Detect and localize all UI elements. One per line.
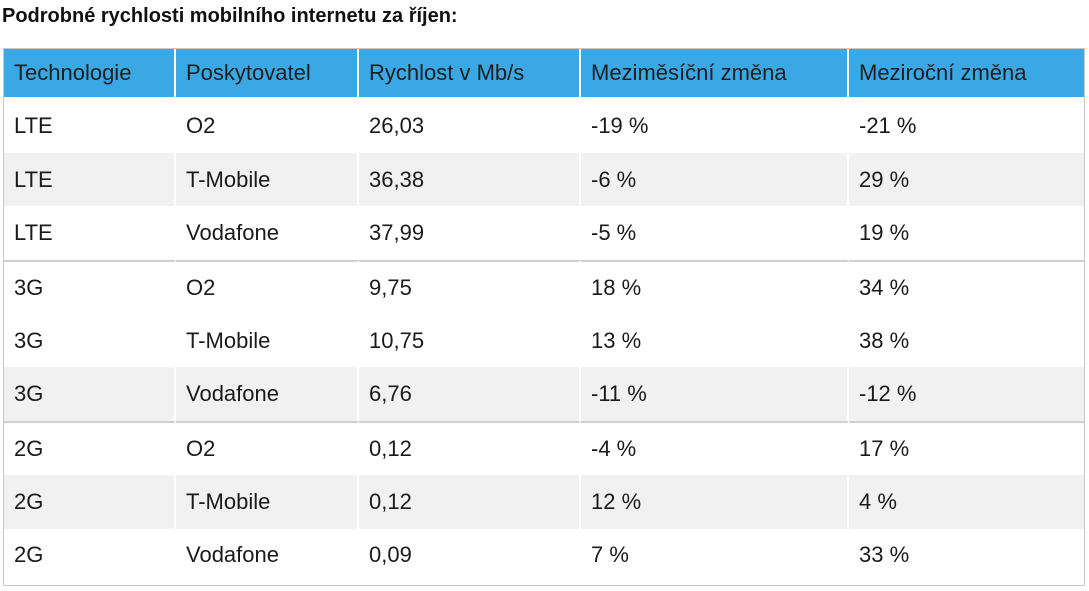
- cell-speed: 36,38: [359, 152, 581, 207]
- cell-year-change: 38 %: [849, 313, 1084, 368]
- table-row: LTE Vodafone 37,99 -5 % 19 %: [4, 206, 1084, 261]
- cell-provider: T-Mobile: [176, 313, 359, 368]
- cell-technology: 3G: [4, 367, 176, 422]
- cell-technology: 3G: [4, 313, 176, 368]
- table-row: 3G T-Mobile 10,75 13 % 38 %: [4, 313, 1084, 368]
- cell-speed: 0,09: [359, 528, 581, 583]
- cell-year-change: -12 %: [849, 367, 1084, 422]
- header-month-change: Meziměsíční změna: [581, 49, 849, 99]
- cell-technology: 3G: [4, 260, 176, 314]
- cell-month-change: -6 %: [581, 152, 849, 207]
- table-body: LTE O2 26,03 -19 % -21 % LTE T-Mobile 36…: [4, 99, 1084, 583]
- speed-table: Technologie Poskytovatel Rychlost v Mb/s…: [4, 49, 1084, 583]
- cell-month-change: 12 %: [581, 474, 849, 529]
- cell-month-change: 13 %: [581, 313, 849, 368]
- cell-provider: O2: [176, 260, 359, 314]
- speed-table-container: Technologie Poskytovatel Rychlost v Mb/s…: [3, 48, 1085, 586]
- cell-speed: 37,99: [359, 206, 581, 261]
- header-technology: Technologie: [4, 49, 176, 99]
- cell-provider: O2: [176, 99, 359, 153]
- cell-provider: Vodafone: [176, 528, 359, 583]
- cell-speed: 10,75: [359, 313, 581, 368]
- cell-month-change: -4 %: [581, 421, 849, 475]
- cell-technology: LTE: [4, 99, 176, 153]
- cell-year-change: 29 %: [849, 152, 1084, 207]
- header-year-change: Meziroční změna: [849, 49, 1084, 99]
- table-row: 2G T-Mobile 0,12 12 % 4 %: [4, 474, 1084, 529]
- cell-technology: LTE: [4, 206, 176, 261]
- cell-technology: 2G: [4, 528, 176, 583]
- cell-provider: Vodafone: [176, 367, 359, 422]
- cell-technology: LTE: [4, 152, 176, 207]
- cell-month-change: -5 %: [581, 206, 849, 261]
- cell-speed: 9,75: [359, 260, 581, 314]
- cell-year-change: 19 %: [849, 206, 1084, 261]
- cell-speed: 6,76: [359, 367, 581, 422]
- cell-technology: 2G: [4, 421, 176, 475]
- cell-technology: 2G: [4, 474, 176, 529]
- cell-speed: 0,12: [359, 421, 581, 475]
- cell-provider: Vodafone: [176, 206, 359, 261]
- cell-year-change: 4 %: [849, 474, 1084, 529]
- header-speed: Rychlost v Mb/s: [359, 49, 581, 99]
- table-row: LTE T-Mobile 36,38 -6 % 29 %: [4, 152, 1084, 207]
- header-row: Technologie Poskytovatel Rychlost v Mb/s…: [4, 49, 1084, 99]
- cell-year-change: 33 %: [849, 528, 1084, 583]
- cell-provider: T-Mobile: [176, 474, 359, 529]
- cell-year-change: 17 %: [849, 421, 1084, 475]
- cell-year-change: -21 %: [849, 99, 1084, 153]
- table-row: 3G O2 9,75 18 % 34 %: [4, 260, 1084, 314]
- cell-month-change: 7 %: [581, 528, 849, 583]
- cell-speed: 26,03: [359, 99, 581, 153]
- table-row: 2G O2 0,12 -4 % 17 %: [4, 421, 1084, 475]
- cell-month-change: 18 %: [581, 260, 849, 314]
- cell-month-change: -19 %: [581, 99, 849, 153]
- table-row: LTE O2 26,03 -19 % -21 %: [4, 99, 1084, 153]
- cell-year-change: 34 %: [849, 260, 1084, 314]
- header-provider: Poskytovatel: [176, 49, 359, 99]
- cell-month-change: -11 %: [581, 367, 849, 422]
- cell-provider: T-Mobile: [176, 152, 359, 207]
- table-row: 2G Vodafone 0,09 7 % 33 %: [4, 528, 1084, 583]
- page-title: Podrobné rychlosti mobilního internetu z…: [2, 5, 458, 27]
- table-row: 3G Vodafone 6,76 -11 % -12 %: [4, 367, 1084, 422]
- table-header: Technologie Poskytovatel Rychlost v Mb/s…: [4, 49, 1084, 99]
- cell-provider: O2: [176, 421, 359, 475]
- cell-speed: 0,12: [359, 474, 581, 529]
